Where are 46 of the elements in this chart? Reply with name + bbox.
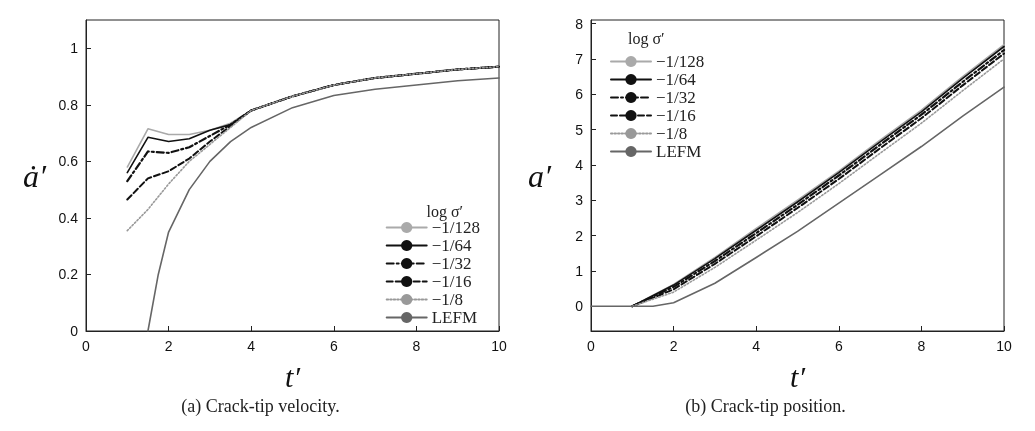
y-tick-label: 0 [575,298,584,315]
y-tick-label: 8 [575,15,584,32]
legend-label: −1/64 [656,70,697,89]
legend-label: −1/16 [431,272,472,291]
x-tick-label: 0 [82,338,91,354]
text: (a) Crack-tip velocity. [181,396,340,417]
x-tick-label: 6 [834,338,843,354]
legend-label: LEFM [656,142,702,161]
y-tick-label: 0.8 [58,96,79,113]
x-tick-label: 4 [247,338,256,354]
x-tick-label: 6 [329,338,338,354]
y-tick-label: 5 [575,121,584,138]
x-tick-label: 0 [587,338,596,354]
x-tick-label: 8 [412,338,421,354]
y-tick-label: 0.6 [58,153,79,170]
y-tick-label: 3 [575,192,584,209]
x-tick-label: 10 [491,338,507,354]
x-tick-label: 2 [669,338,678,354]
legend-label: −1/8 [656,124,688,143]
y-tick-label: 2 [575,227,584,244]
y-tick-label: 7 [575,50,584,67]
x-tick-label: 8 [917,338,926,354]
y-tick-label: 1 [70,40,79,57]
legend-label: −1/16 [656,106,696,125]
legend-label: −1/32 [656,88,696,107]
y-axis-title: a′ [528,157,552,194]
legend-label: −1/32 [431,254,472,273]
legend-label: −1/8 [431,290,463,309]
x-axis-title: t′ [790,359,806,393]
y-tick-label: 1 [575,262,584,279]
text: (b) Crack-tip position. [685,396,846,417]
legend-label: −1/128 [656,52,705,71]
y-tick-label: 0.4 [58,209,79,226]
y-tick-label: 0.2 [58,266,79,283]
x-axis-title: t′ [285,359,301,393]
y-tick-label: 0 [70,323,79,339]
x-tick-label: 4 [752,338,761,354]
y-tick-label: 6 [575,86,584,103]
y-axis-title: ȧ′ [23,157,47,194]
legend-label: −1/64 [431,236,472,255]
legend-label: LEFM [431,308,478,327]
y-tick-label: 4 [575,156,584,173]
x-tick-label: 2 [164,338,173,354]
legend-title: log σ′ [426,202,464,221]
x-tick-label: 10 [996,338,1012,354]
legend-title: log σ′ [628,29,665,48]
